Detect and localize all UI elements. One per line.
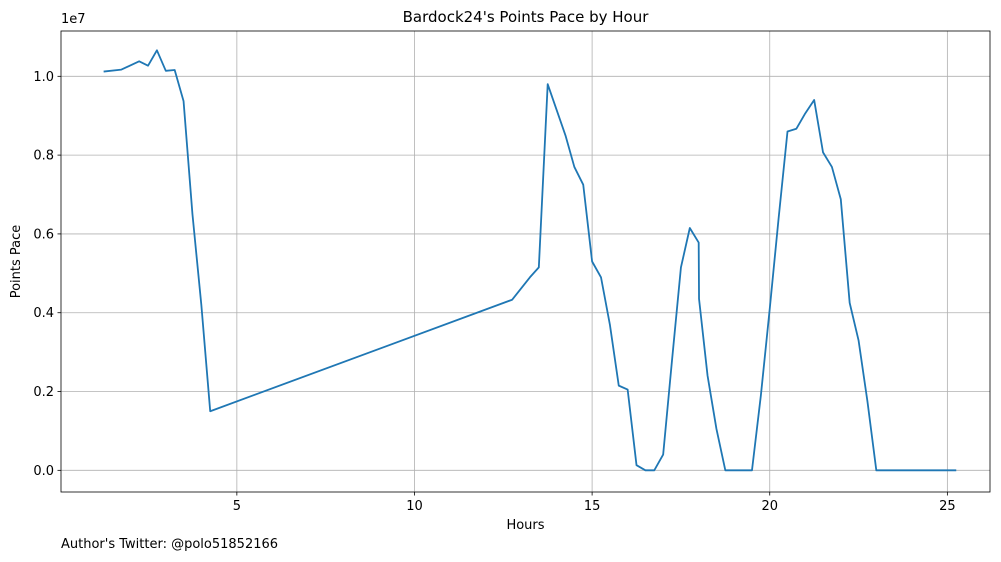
series-layer — [104, 50, 957, 470]
chart-title: Bardock24's Points Pace by Hour — [403, 8, 650, 26]
x-tick-label: 15 — [584, 499, 601, 514]
y-tick-label: 0.6 — [33, 227, 54, 242]
y-tick-label: 0.2 — [33, 385, 54, 400]
y-tick-label: 0.8 — [33, 149, 54, 164]
y-tick-label: 0.0 — [33, 464, 54, 479]
y-tick-label: 0.4 — [33, 306, 54, 321]
x-tick-label: 25 — [939, 499, 956, 514]
x-tick-label: 20 — [761, 499, 778, 514]
grid — [61, 31, 990, 492]
y-offset-text: 1e7 — [61, 12, 86, 27]
x-axis-label: Hours — [506, 518, 544, 533]
x-tick-label: 10 — [406, 499, 423, 514]
author-twitter-footer: Author's Twitter: @polo51852166 — [61, 537, 278, 552]
series-line — [104, 50, 957, 470]
y-axis-label: Points Pace — [9, 225, 24, 299]
y-tick-label: 1.0 — [33, 70, 54, 85]
x-tick-label: 5 — [233, 499, 241, 514]
ticks: 5 10 15 20 25 0.0 0.2 0.4 0.6 0.8 1.0 — [33, 70, 955, 514]
plot-frame — [61, 31, 990, 492]
